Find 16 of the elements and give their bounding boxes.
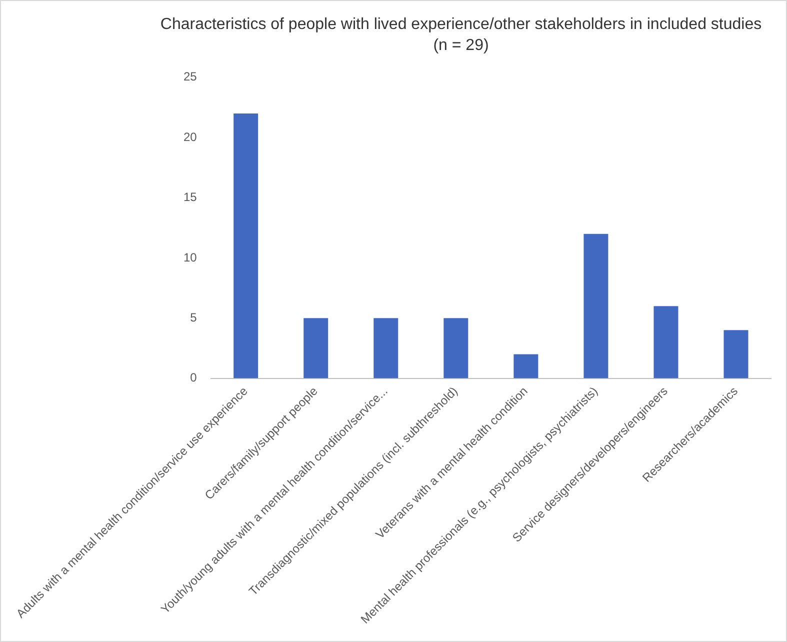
bar bbox=[584, 234, 608, 378]
bar bbox=[514, 354, 538, 378]
y-tick-label: 5 bbox=[190, 310, 198, 324]
bar bbox=[654, 306, 678, 378]
bar bbox=[234, 114, 258, 378]
y-tick-label: 15 bbox=[183, 190, 198, 204]
y-tick-label: 0 bbox=[190, 370, 198, 385]
chart-subtitle: (n = 29) bbox=[433, 37, 489, 54]
bar bbox=[374, 318, 398, 378]
bar bbox=[724, 330, 748, 378]
bar bbox=[304, 318, 328, 378]
chart-title: Characteristics of people with lived experience/other stakeholders in included studies bbox=[160, 16, 762, 34]
y-tick-label: 10 bbox=[183, 250, 198, 264]
y-tick-label: 25 bbox=[183, 70, 198, 84]
y-tick-label: 20 bbox=[183, 130, 198, 144]
bar bbox=[444, 318, 468, 378]
